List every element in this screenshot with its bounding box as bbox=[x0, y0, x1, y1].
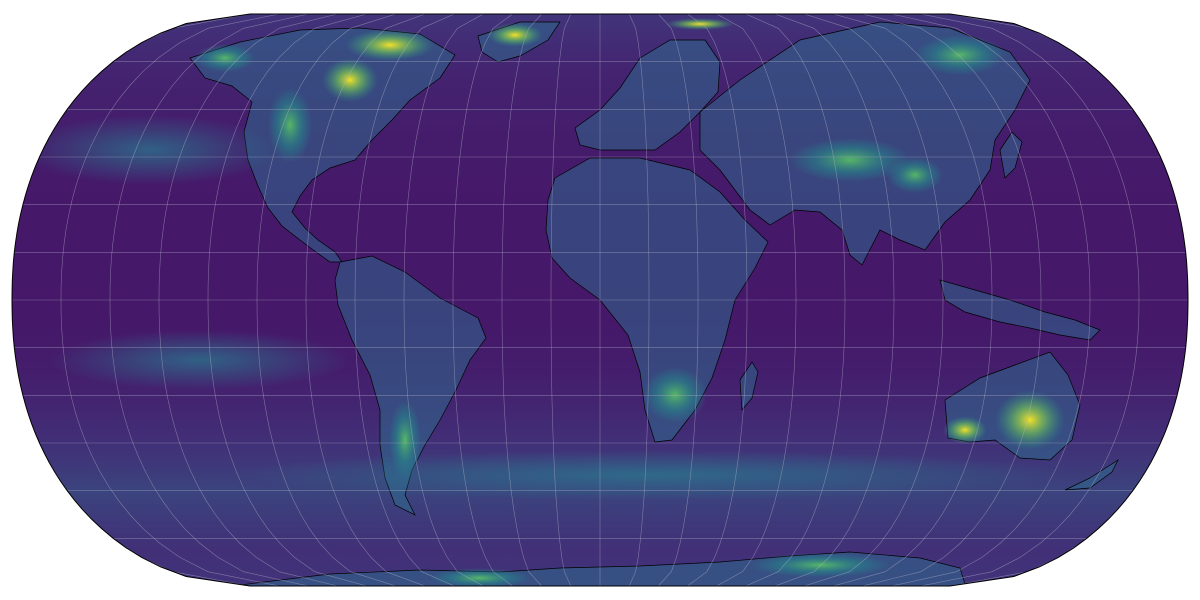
japan bbox=[999, 131, 1023, 179]
map-boundary bbox=[11, 13, 1189, 587]
graticule-meridian bbox=[628, 14, 650, 586]
south-pacific-band bbox=[50, 330, 350, 390]
hotspot-arctic-strip bbox=[665, 18, 735, 30]
graticule-meridian bbox=[501, 14, 542, 586]
graticule-meridian bbox=[716, 14, 797, 586]
southern-ocean-band bbox=[230, 450, 1070, 500]
hotspot-china bbox=[887, 157, 943, 193]
hotspot-antarctica-east bbox=[750, 553, 890, 577]
graticule-meridian bbox=[305, 14, 426, 586]
graticule-meridian bbox=[403, 14, 484, 586]
graticule-meridian bbox=[109, 14, 309, 586]
graticule-meridian bbox=[862, 14, 1042, 586]
hotspot-australia-east bbox=[995, 390, 1065, 450]
hotspot-greenland bbox=[487, 23, 543, 47]
hotspot-southern-africa bbox=[643, 367, 707, 423]
graticule-meridian bbox=[256, 14, 396, 586]
madagascar bbox=[739, 361, 759, 411]
intensity-hotspots bbox=[20, 18, 1070, 586]
hotspot-canada-arctic bbox=[345, 29, 435, 61]
pacific-north-band bbox=[20, 115, 280, 185]
hotspot-alaska bbox=[195, 44, 255, 72]
graticule-meridian bbox=[207, 14, 367, 586]
hotspot-antarctica bbox=[430, 568, 530, 586]
graticule-meridian bbox=[452, 14, 513, 586]
graticule-meridian bbox=[354, 14, 455, 586]
new-zealand bbox=[1064, 459, 1119, 491]
graticule-meridian bbox=[687, 14, 748, 586]
graticule-meridian bbox=[833, 14, 993, 586]
graticule-meridian bbox=[804, 14, 944, 586]
hotspot-tibet bbox=[790, 138, 910, 182]
graticule-meridian bbox=[60, 14, 280, 586]
graticule bbox=[12, 14, 1188, 586]
graticule-meridian bbox=[745, 14, 846, 586]
graticule-meridian bbox=[920, 14, 1140, 586]
europe bbox=[574, 39, 721, 151]
graticule-meridian bbox=[550, 14, 572, 586]
graticule-meridian bbox=[658, 14, 699, 586]
graticule-meridian bbox=[774, 14, 895, 586]
hotspot-rockies bbox=[268, 87, 312, 163]
hotspot-australia-west bbox=[943, 416, 987, 444]
hotspot-siberia bbox=[915, 35, 1005, 75]
graticule-meridian bbox=[158, 14, 338, 586]
hotspot-canada-central bbox=[322, 58, 378, 102]
graticule-meridian bbox=[891, 14, 1091, 586]
